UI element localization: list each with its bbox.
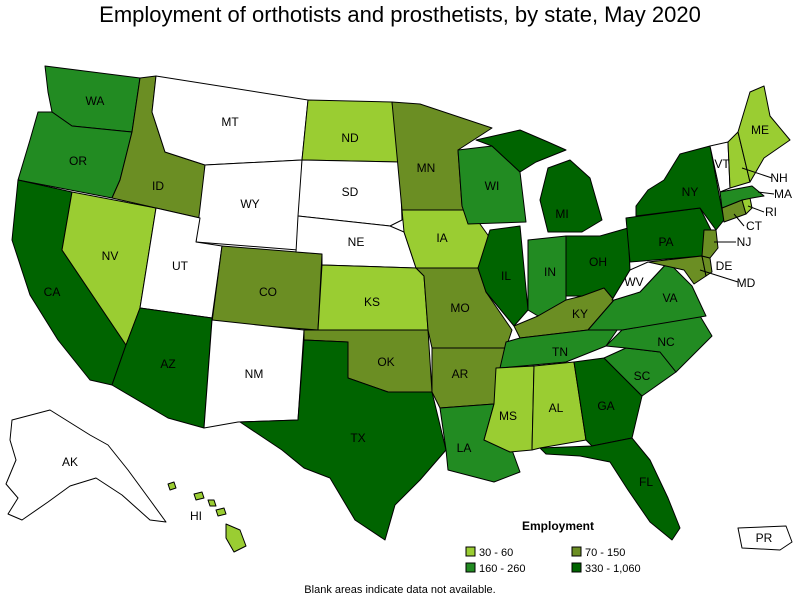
state-labels: WA OR CA NV ID MT WY UT AZ CO NM ND SD N… — [44, 94, 792, 545]
label-ne: NE — [348, 235, 365, 249]
label-co: CO — [259, 285, 277, 299]
label-nc: NC — [657, 335, 675, 349]
label-wy: WY — [240, 197, 259, 211]
label-mn: MN — [417, 161, 436, 175]
state-az[interactable] — [111, 307, 213, 429]
label-va: VA — [662, 291, 677, 305]
state-fl[interactable] — [539, 437, 681, 541]
label-in: IN — [544, 265, 556, 279]
label-mo: MO — [450, 301, 469, 315]
label-ks: KS — [364, 295, 380, 309]
label-fl: FL — [639, 475, 653, 489]
label-ga: GA — [597, 399, 614, 413]
state-sd[interactable] — [297, 159, 403, 227]
map-title: Employment of orthotists and prosthetist… — [99, 2, 701, 27]
label-de: DE — [716, 259, 733, 273]
label-nm: NM — [245, 367, 264, 381]
legend-label-1: 30 - 60 — [479, 547, 513, 559]
state-me[interactable] — [737, 85, 791, 183]
legend-title: Employment — [522, 519, 594, 533]
label-mi: MI — [555, 207, 568, 221]
label-ky: KY — [572, 307, 588, 321]
state-md[interactable] — [647, 255, 707, 285]
state-ak[interactable] — [5, 409, 167, 523]
label-sd: SD — [342, 185, 359, 199]
label-nj: NJ — [737, 235, 752, 249]
label-hi: HI — [190, 509, 202, 523]
label-ma: MA — [774, 187, 792, 201]
label-tn: TN — [552, 345, 568, 359]
state-hi[interactable] — [167, 481, 247, 553]
legend-label-4: 330 - 1,060 — [585, 563, 641, 575]
label-nd: ND — [341, 131, 359, 145]
label-ny: NY — [682, 185, 699, 199]
label-il: IL — [501, 269, 511, 283]
territory-pr[interactable] — [737, 525, 793, 551]
label-az: AZ — [160, 357, 175, 371]
label-pa: PA — [658, 235, 673, 249]
legend-swatch-2 — [571, 546, 582, 557]
label-nh: NH — [770, 171, 787, 185]
label-wa: WA — [86, 94, 105, 108]
label-wv: WV — [624, 275, 643, 289]
label-pr: PR — [756, 531, 773, 545]
state-mi[interactable] — [475, 129, 603, 233]
label-sc: SC — [634, 369, 651, 383]
state-nj[interactable] — [701, 229, 719, 259]
label-vt: VT — [714, 157, 730, 171]
legend: Employment 30 - 60 70 - 150 160 - 260 33… — [465, 519, 641, 575]
label-ia: IA — [436, 231, 447, 245]
label-or: OR — [69, 154, 87, 168]
label-ok: OK — [377, 355, 394, 369]
label-wi: WI — [485, 179, 500, 193]
label-ca: CA — [44, 285, 61, 299]
label-me: ME — [751, 123, 769, 137]
label-ct: CT — [746, 219, 763, 233]
label-leader-lines — [699, 167, 775, 283]
label-la: LA — [457, 441, 472, 455]
legend-label-2: 70 - 150 — [585, 547, 625, 559]
label-ar: AR — [452, 367, 469, 381]
state-ma[interactable] — [719, 185, 765, 209]
label-ut: UT — [172, 259, 189, 273]
label-ri: RI — [765, 205, 777, 219]
label-oh: OH — [589, 255, 607, 269]
label-ak: AK — [62, 455, 78, 469]
state-tx[interactable] — [239, 339, 447, 541]
label-mt: MT — [221, 115, 239, 129]
legend-label-3: 160 - 260 — [479, 563, 525, 575]
legend-swatch-4 — [571, 562, 582, 573]
legend-swatch-3 — [465, 562, 476, 573]
label-nv: NV — [102, 249, 119, 263]
label-id: ID — [152, 179, 164, 193]
label-md: MD — [737, 276, 756, 290]
label-ms: MS — [499, 409, 517, 423]
footnote: Blank areas indicate data not available. — [304, 584, 496, 596]
legend-swatch-1 — [465, 546, 476, 557]
label-tx: TX — [350, 431, 365, 445]
state-al[interactable] — [531, 361, 587, 451]
label-al: AL — [549, 401, 564, 415]
